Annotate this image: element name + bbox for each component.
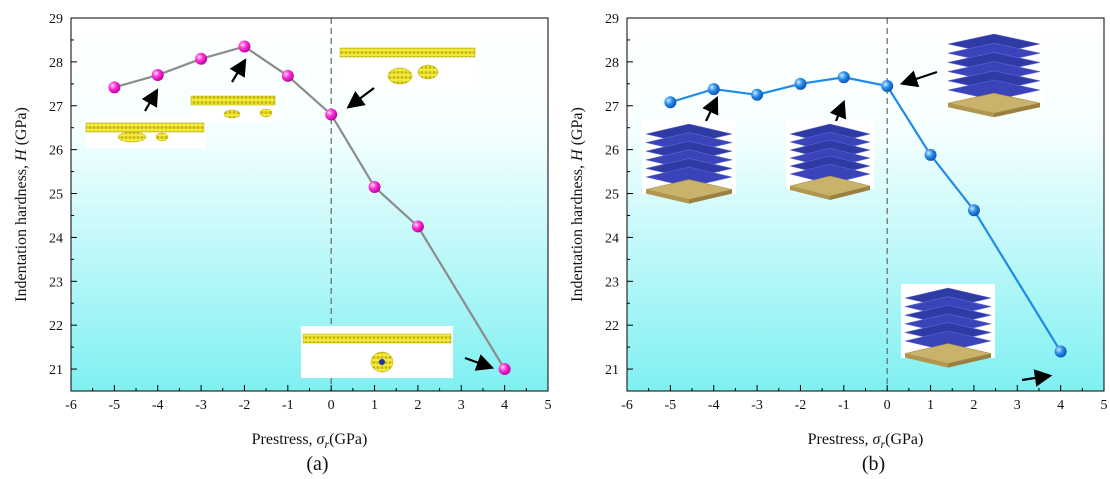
data-point	[108, 81, 121, 94]
x-tick-label: -4	[152, 398, 164, 413]
indicator-arrow	[141, 88, 159, 112]
y-axis-title: Indentation hardness, H (GPa)	[569, 107, 586, 302]
x-tick-label: -6	[621, 398, 633, 413]
panel-a: -6 -5 -4 -3 -2 -1 0 1 2 3 4 5212223242526272829Pres…	[13, 12, 552, 475]
data-point	[664, 96, 677, 109]
x-tick-label: -1	[838, 398, 850, 413]
panel-label: (a)	[306, 453, 328, 475]
y-tick-label: 23	[49, 275, 63, 290]
data-point	[837, 71, 850, 84]
x-tick-label: 1	[371, 398, 378, 413]
panel-label: (b)	[862, 453, 885, 475]
x-tick-label: 0	[328, 398, 335, 413]
x-tick-label: -5	[665, 398, 677, 413]
data-point	[238, 40, 251, 53]
x-tick-label: -4	[708, 398, 720, 413]
indicator-arrow	[829, 99, 847, 122]
x-tick-label: -3	[195, 398, 207, 413]
y-tick-label: 25	[605, 188, 619, 203]
y-tick-label: 26	[49, 144, 63, 159]
x-tick-label: 5	[1101, 398, 1108, 413]
y-tick-label: 29	[49, 12, 63, 27]
x-tick-label: -2	[239, 398, 251, 413]
x-tick-label: 2	[970, 398, 977, 413]
data-point	[151, 69, 164, 82]
x-tick-label: 3	[458, 398, 465, 413]
y-tick-label: 21	[49, 363, 63, 378]
x-tick-label: 1	[927, 398, 934, 413]
data-point	[967, 204, 980, 217]
slab-inset	[339, 47, 476, 85]
y-tick-label: 28	[49, 56, 63, 71]
indicator-arrow	[702, 96, 719, 122]
y-tick-label: 24	[49, 231, 63, 246]
y-tick-label: 27	[49, 100, 63, 115]
x-tick-label: 5	[545, 398, 552, 413]
indicator-arrow	[1021, 369, 1053, 387]
y-tick-label: 21	[605, 363, 619, 378]
x-tick-label: 4	[1057, 398, 1064, 413]
data-point	[751, 88, 764, 101]
x-axis-title: Prestress, σr(GPa)	[252, 431, 368, 451]
y-tick-label: 24	[605, 231, 619, 246]
y-tick-label: 22	[605, 319, 619, 334]
y-tick-label: 26	[605, 144, 619, 159]
layered-stack-inset	[642, 120, 736, 204]
layered-stack-inset	[944, 30, 1044, 118]
indicator-arrow	[899, 70, 938, 88]
x-tick-label: 2	[414, 398, 421, 413]
x-tick-label: -1	[282, 398, 294, 413]
x-tick-label: -5	[109, 398, 121, 413]
x-tick-label: -6	[65, 398, 77, 413]
data-point	[195, 52, 208, 65]
data-point	[924, 148, 937, 161]
simulation-insets	[642, 30, 1053, 387]
y-tick-label: 23	[605, 275, 619, 290]
slab-inset	[85, 122, 205, 143]
data-point	[707, 83, 720, 96]
x-tick-label: 0	[884, 398, 891, 413]
x-axis-title: Prestress, σr(GPa)	[808, 431, 924, 451]
x-tick-label: 4	[501, 398, 508, 413]
layered-stack-inset	[786, 120, 874, 200]
x-tick-label: 3	[1014, 398, 1021, 413]
data-point	[368, 180, 381, 193]
data-point	[881, 80, 894, 93]
y-axis-title: Indentation hardness, H (GPa)	[13, 107, 30, 302]
indicator-arrow	[229, 58, 247, 83]
data-point	[411, 220, 424, 233]
layered-stack-inset	[901, 284, 995, 368]
y-tick-label: 27	[605, 100, 619, 115]
indicator-arrow	[346, 87, 375, 109]
data-point	[498, 363, 511, 376]
panel-b: -6 -5 -4 -3 -2 -1 0 1 2 3 4 5212223242526272829Pres…	[569, 12, 1108, 475]
slab-inset	[190, 95, 276, 119]
simulation-insets	[85, 42, 495, 378]
indicator-arrow	[464, 354, 495, 371]
x-tick-label: -3	[751, 398, 763, 413]
data-point	[325, 108, 338, 121]
y-tick-label: 25	[49, 188, 63, 203]
y-tick-label: 28	[605, 56, 619, 71]
data-point	[1054, 345, 1067, 358]
y-tick-label: 29	[605, 12, 619, 27]
data-point	[794, 77, 807, 90]
data-point	[281, 69, 294, 82]
x-tick-label: -2	[795, 398, 807, 413]
y-tick-label: 22	[49, 319, 63, 334]
